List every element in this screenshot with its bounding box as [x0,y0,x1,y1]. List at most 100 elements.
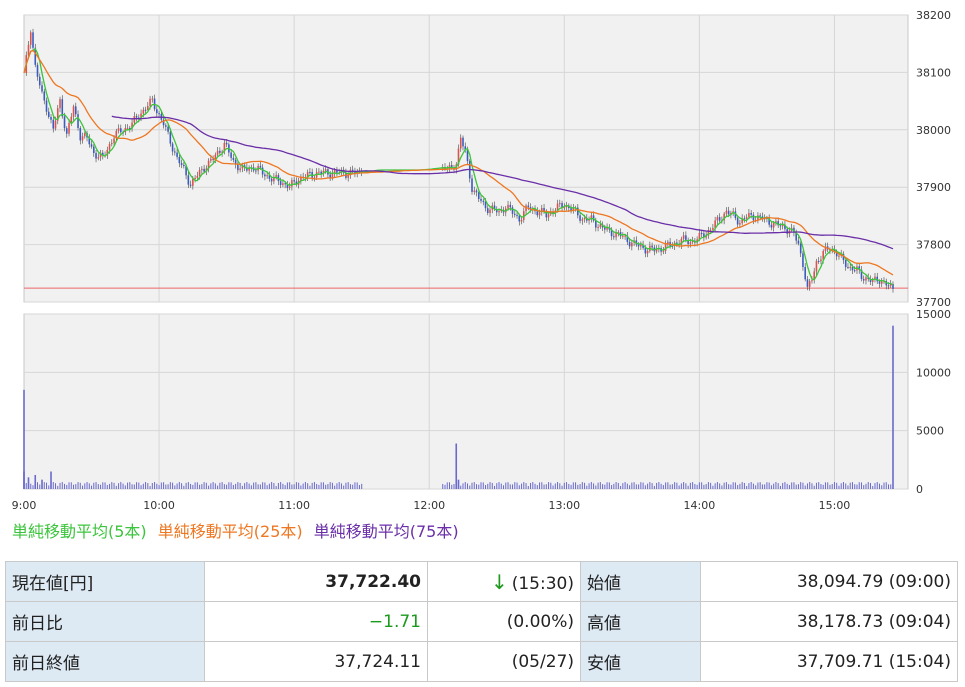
volume-bar [660,483,662,489]
volume-bar [863,485,865,489]
candle-body [867,277,870,280]
volume-bar [201,484,203,489]
candle-body [68,122,70,134]
volume-bar [448,482,450,489]
volume-bar [507,482,509,489]
volume-bar [532,482,534,489]
candle-body [817,260,820,262]
candle-body [295,181,298,185]
volume-bar [849,482,851,489]
volume-bar-spike [41,479,43,489]
candle-body [565,205,568,208]
volume-bar [203,482,205,489]
volume-bar [568,483,570,489]
candle-body [628,241,631,247]
volume-bar [638,484,640,489]
candle-body [232,157,235,160]
volume-bar [824,482,826,489]
volume-bar [604,484,606,489]
volume-bar [129,482,131,489]
volume-bar [698,482,700,489]
volume-bar [302,483,304,489]
candle-body [189,184,192,186]
candle-body [225,142,228,145]
candle-body [734,211,737,218]
candle-body [689,242,692,245]
candle-body [849,266,852,268]
volume-bar [620,485,622,489]
volume-bar [586,485,588,489]
volume-bar [651,483,653,489]
volume-bar [518,485,520,489]
volume-bar [750,482,752,489]
candle-body [149,98,151,106]
volume-bar [476,484,478,489]
volume-bar [685,483,687,489]
volume-bar [590,482,592,489]
candle-body [354,170,356,174]
candle-body [646,251,649,254]
volume-bar [97,484,99,489]
volume-bar [498,482,500,489]
candle-body [131,122,133,129]
candle-body [862,278,865,281]
volume-bar [678,485,680,489]
candle-body [714,220,716,228]
candle-body [543,208,545,212]
volume-bar [629,485,631,489]
candle-body [45,100,48,112]
candle-body [770,224,773,228]
volume-bar [307,483,309,489]
candle-body [709,229,712,231]
candle-body [640,244,642,247]
candle-body [333,170,336,174]
candle-body [32,32,34,48]
volume-bar [293,484,295,489]
candle-body [860,269,863,279]
volume-bar [595,485,597,489]
volume-bar [658,482,660,489]
candle-body [288,186,291,189]
candle-body [507,204,509,209]
volume-bar [347,482,349,489]
open-value: 38,094.79 (09:00) [700,561,958,602]
volume-bar [739,483,741,489]
candle-body [221,151,223,153]
candle-body [475,190,478,193]
volume-bar [887,484,889,489]
volume-bar [199,484,201,489]
volume-bar [255,482,257,489]
candle-body [538,212,541,216]
volume-bar [84,483,86,489]
candle-body [624,235,626,237]
change-label: 前日比 [5,601,205,642]
candle-body [795,232,797,241]
price-tick-label: 37900 [916,181,951,194]
volume-bar-spike [892,325,894,489]
change-value: −1.71 [204,601,428,642]
volume-bar [275,486,277,489]
intraday-chart: 9:00 10:00 11:00 12:00 13:00 14:00 15:00 38200 3… [12,9,951,512]
volume-bar [615,482,617,489]
volume-bar [577,484,579,489]
volume-bar [809,482,811,489]
candle-body [482,200,485,202]
candle-body [111,143,113,145]
volume-bar [208,485,210,489]
candle-body [509,204,512,208]
volume-bar [277,483,279,489]
candle-body [748,213,750,218]
candle-body [707,230,710,236]
volume-bar [316,483,318,489]
volume-bar [838,485,840,489]
volume-bar [725,482,727,489]
candle-body [682,235,685,239]
volume-bar [575,482,577,489]
volume-bar [730,484,732,489]
volume-bar [444,484,446,489]
volume-bar [552,485,554,489]
low-label: 安値 [580,641,701,682]
candle-body [243,165,246,168]
volume-bar [102,482,104,489]
candle-body [480,198,482,201]
